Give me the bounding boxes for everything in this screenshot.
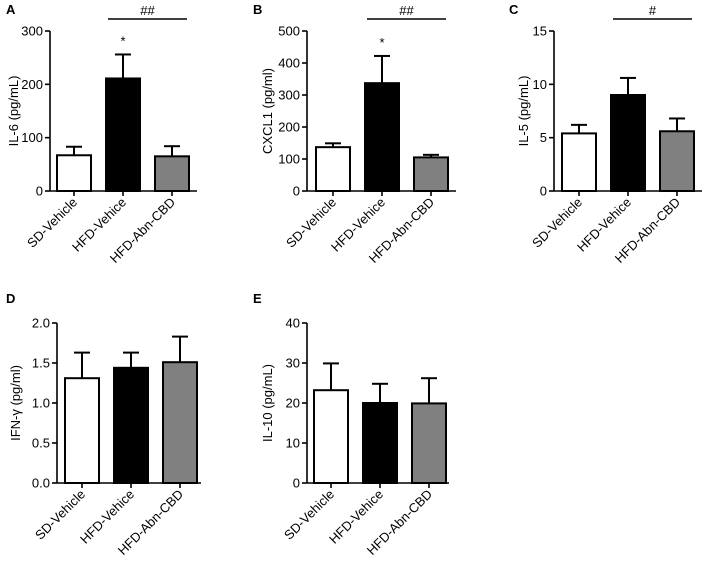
- y-tick-label: 0: [36, 184, 43, 199]
- panel-letter: D: [6, 291, 15, 306]
- y-axis-label: CXCL1 (pg/ml): [260, 68, 275, 154]
- panel-letter: A: [6, 2, 16, 17]
- y-tick-label: 30: [286, 356, 300, 371]
- panel-letter: E: [253, 291, 262, 306]
- y-tick-label: 0: [293, 476, 300, 491]
- y-tick-label: 2.0: [32, 316, 50, 331]
- bar: [610, 94, 646, 192]
- y-tick-label: 0: [293, 184, 300, 199]
- y-tick-label: 5: [540, 130, 547, 145]
- panel-letter: C: [509, 2, 519, 17]
- y-tick-label: 1.0: [32, 396, 50, 411]
- y-tick-label: 10: [286, 436, 300, 451]
- significance-label: ##: [399, 3, 414, 18]
- y-axis-label: IL-5 (pg/mL): [516, 76, 531, 147]
- y-tick-label: 200: [21, 77, 43, 92]
- bar: [411, 402, 447, 484]
- y-tick-label: 100: [278, 152, 300, 167]
- y-tick-label: 100: [21, 130, 43, 145]
- y-tick-label: 0: [540, 184, 547, 199]
- significance-label: ##: [140, 3, 155, 18]
- bar: [162, 361, 198, 485]
- bar: [659, 130, 695, 192]
- bar: [315, 146, 351, 193]
- y-tick-label: 500: [278, 24, 300, 39]
- bar: [113, 366, 149, 484]
- significance-star: *: [379, 35, 384, 50]
- bar: [364, 82, 400, 192]
- bar: [64, 377, 100, 485]
- significance-label: #: [649, 3, 657, 18]
- bar: [313, 389, 349, 485]
- y-axis-label: IL-10 (pg/mL): [260, 364, 275, 442]
- y-tick-label: 0.0: [32, 476, 50, 491]
- bar: [413, 156, 449, 192]
- y-tick-label: 20: [286, 396, 300, 411]
- bar: [56, 154, 92, 192]
- bar: [561, 132, 597, 192]
- y-tick-label: 200: [278, 120, 300, 135]
- y-tick-label: 10: [533, 77, 547, 92]
- y-tick-label: 400: [278, 56, 300, 71]
- significance-star: *: [120, 33, 125, 48]
- y-axis-label: IL-6 (pg/mL): [6, 76, 21, 147]
- y-tick-label: 1.5: [32, 356, 50, 371]
- y-tick-label: 300: [21, 24, 43, 39]
- panel-d: D IFN-γ (pg/ml) 0.00.51.01.52.0 SD-Vehic…: [6, 291, 201, 558]
- y-tick-label: 40: [286, 316, 300, 331]
- bar: [105, 77, 141, 192]
- y-tick-label: 15: [533, 24, 547, 39]
- y-tick-label: 0.5: [32, 436, 50, 451]
- bar: [362, 402, 398, 484]
- y-axis-label: IFN-γ (pg/ml): [8, 365, 23, 441]
- panel-letter: B: [253, 2, 262, 17]
- bar: [154, 155, 190, 192]
- y-tick-label: 300: [278, 88, 300, 103]
